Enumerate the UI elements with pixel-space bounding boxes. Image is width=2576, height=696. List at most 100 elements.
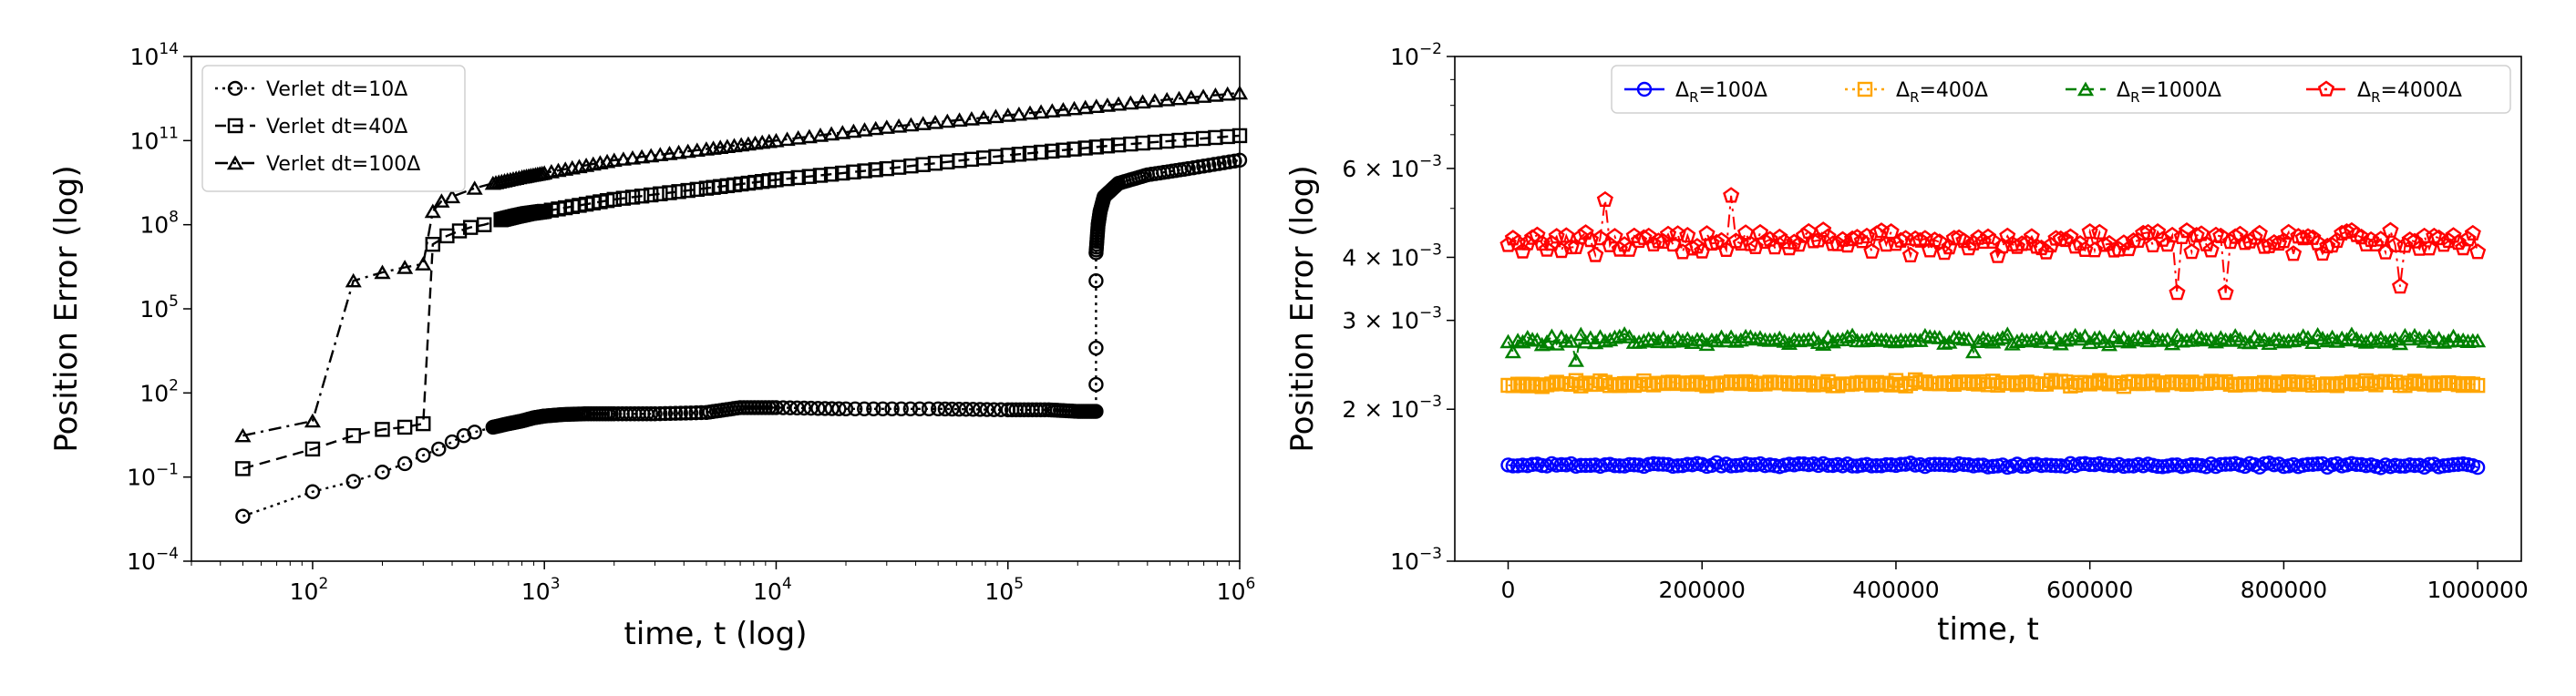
data-point [993, 402, 1009, 417]
data-point [2082, 376, 2097, 392]
data-point [1606, 228, 1623, 244]
data-point [1829, 378, 1846, 394]
data-point [914, 116, 932, 130]
data-point [444, 434, 460, 450]
y-tick-label-exp: 14 [159, 40, 179, 58]
data-point [1087, 98, 1105, 114]
data-point [2270, 234, 2288, 251]
data-point [416, 447, 431, 463]
x-tick-label-base: 10 [521, 578, 551, 605]
data-point [1902, 375, 1919, 392]
data-point [2018, 234, 2035, 251]
data-point [1757, 232, 1774, 250]
data-point [2469, 333, 2487, 348]
data-point [1044, 103, 1061, 118]
data-point [1572, 228, 1590, 245]
data-point [1839, 329, 1856, 343]
data-point [1055, 102, 1072, 117]
data-point [2082, 456, 2097, 473]
data-point [1022, 145, 1038, 161]
legend-box [201, 65, 466, 192]
legend-label: Verlet dt=100Δ [266, 153, 420, 176]
y-tick-label-exp: −3 [1419, 304, 1442, 322]
data-point [1573, 457, 1589, 474]
data-point [234, 427, 252, 443]
data-point [2464, 224, 2481, 241]
data-point [2144, 236, 2161, 252]
y-axis-title: Position Error (log) [1284, 165, 1321, 452]
legend-label-rest: =100Δ [1699, 79, 1767, 102]
data-point [2421, 456, 2437, 473]
data-point [2328, 333, 2345, 348]
data-point [2406, 457, 2423, 474]
data-point [1971, 457, 1986, 473]
data-point [1645, 377, 1662, 393]
x-tick-label-base: 10 [753, 578, 782, 605]
data-point [2334, 224, 2351, 241]
data-point [2218, 456, 2233, 472]
data-point [951, 112, 968, 128]
data-point [1088, 139, 1104, 155]
data-point [2284, 245, 2303, 261]
data-point [958, 402, 974, 417]
y-tick-label-exp: −3 [1419, 241, 1442, 259]
data-point [884, 401, 900, 417]
data-point [451, 223, 468, 239]
data-point [811, 128, 829, 142]
data-point [1994, 330, 2011, 344]
data-point [643, 148, 660, 163]
data-point [1548, 228, 1565, 244]
data-point [1098, 97, 1116, 112]
legend-label: ΔR=400Δ [1896, 79, 1988, 106]
data-point [2199, 375, 2214, 391]
data-point [866, 401, 881, 417]
data-point [2402, 457, 2417, 473]
data-point [2043, 333, 2060, 349]
data-point [1723, 458, 1739, 474]
data-point [2086, 241, 2104, 258]
data-point [1664, 333, 1682, 348]
data-point [678, 405, 694, 421]
data-point [1056, 142, 1071, 158]
data-point [2023, 333, 2040, 348]
data-point [1665, 374, 1681, 390]
data-point [1529, 226, 1546, 242]
data-point [2285, 374, 2302, 390]
data-point [1045, 143, 1060, 159]
data-point [1524, 456, 1540, 473]
data-point [1587, 246, 1604, 262]
data-point [424, 203, 441, 219]
data-point [2053, 458, 2068, 474]
x-tick-label-exp: 3 [551, 575, 561, 593]
data-point [2397, 377, 2413, 394]
data-point [1549, 374, 1564, 390]
data-point [1028, 402, 1045, 418]
data-point [2426, 333, 2443, 349]
data-point [2183, 243, 2200, 260]
data-point [1999, 326, 2016, 342]
data-point [1533, 336, 1551, 352]
data-point [1635, 333, 1653, 348]
data-point [1815, 336, 1832, 351]
data-point [2329, 378, 2345, 394]
legend-label-rest: =1000Δ [2140, 79, 2221, 102]
data-point [1592, 373, 1608, 389]
legend-label-main: Δ [1675, 79, 1689, 102]
data-point [1630, 231, 1648, 249]
data-point [1573, 378, 1589, 394]
data-point [782, 400, 798, 415]
data-point [304, 441, 321, 457]
data-point [2459, 230, 2477, 247]
data-point [1869, 457, 1884, 474]
data-point [2382, 333, 2399, 348]
y-tick-label-base: 10 [130, 128, 160, 154]
data-point [2145, 374, 2161, 389]
data-point [476, 217, 492, 232]
data-point [1960, 240, 1977, 256]
data-point [1088, 273, 1104, 289]
y-tick-label-exp: −2 [1419, 40, 1442, 58]
data-point [1859, 375, 1875, 391]
y-tick-label: 10−2 [1390, 40, 1442, 70]
data-point [2067, 377, 2083, 393]
data-point [431, 441, 447, 457]
